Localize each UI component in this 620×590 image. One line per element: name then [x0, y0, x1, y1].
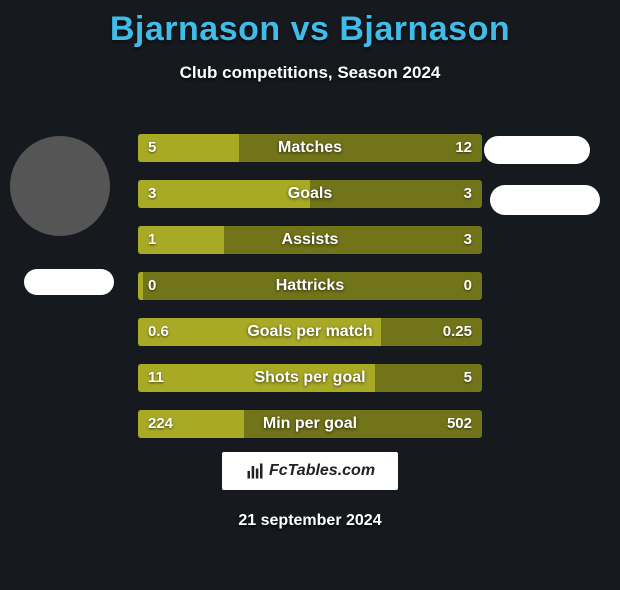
- page-title: Bjarnason vs Bjarnason: [0, 10, 620, 49]
- stat-row: 0.60.25Goals per match: [138, 318, 482, 346]
- stat-label: Hattricks: [138, 272, 482, 300]
- stat-row: 115Shots per goal: [138, 364, 482, 392]
- stat-label: Goals: [138, 180, 482, 208]
- stat-row: 512Matches: [138, 134, 482, 162]
- date-text: 21 september 2024: [0, 512, 620, 530]
- subtitle: Club competitions, Season 2024: [0, 63, 620, 83]
- stat-row: 00Hattricks: [138, 272, 482, 300]
- player-right-badge-2: [490, 185, 600, 215]
- stat-row: 33Goals: [138, 180, 482, 208]
- stat-row: 13Assists: [138, 226, 482, 254]
- stat-label: Goals per match: [138, 318, 482, 346]
- stat-row: 224502Min per goal: [138, 410, 482, 438]
- stat-label: Matches: [138, 134, 482, 162]
- comparison-chart: 512Matches 33Goals 13Assists 00Hattricks 0.6…: [138, 134, 482, 456]
- player-left-badge: [24, 269, 114, 295]
- brand-badge: FcTables.com: [222, 452, 398, 490]
- brand-text: FcTables.com: [269, 462, 375, 480]
- stat-label: Min per goal: [138, 410, 482, 438]
- chart-bars-icon: [245, 461, 265, 481]
- player-right-badge-1: [484, 136, 590, 164]
- stat-label: Assists: [138, 226, 482, 254]
- stat-label: Shots per goal: [138, 364, 482, 392]
- player-left-avatar: [10, 136, 110, 236]
